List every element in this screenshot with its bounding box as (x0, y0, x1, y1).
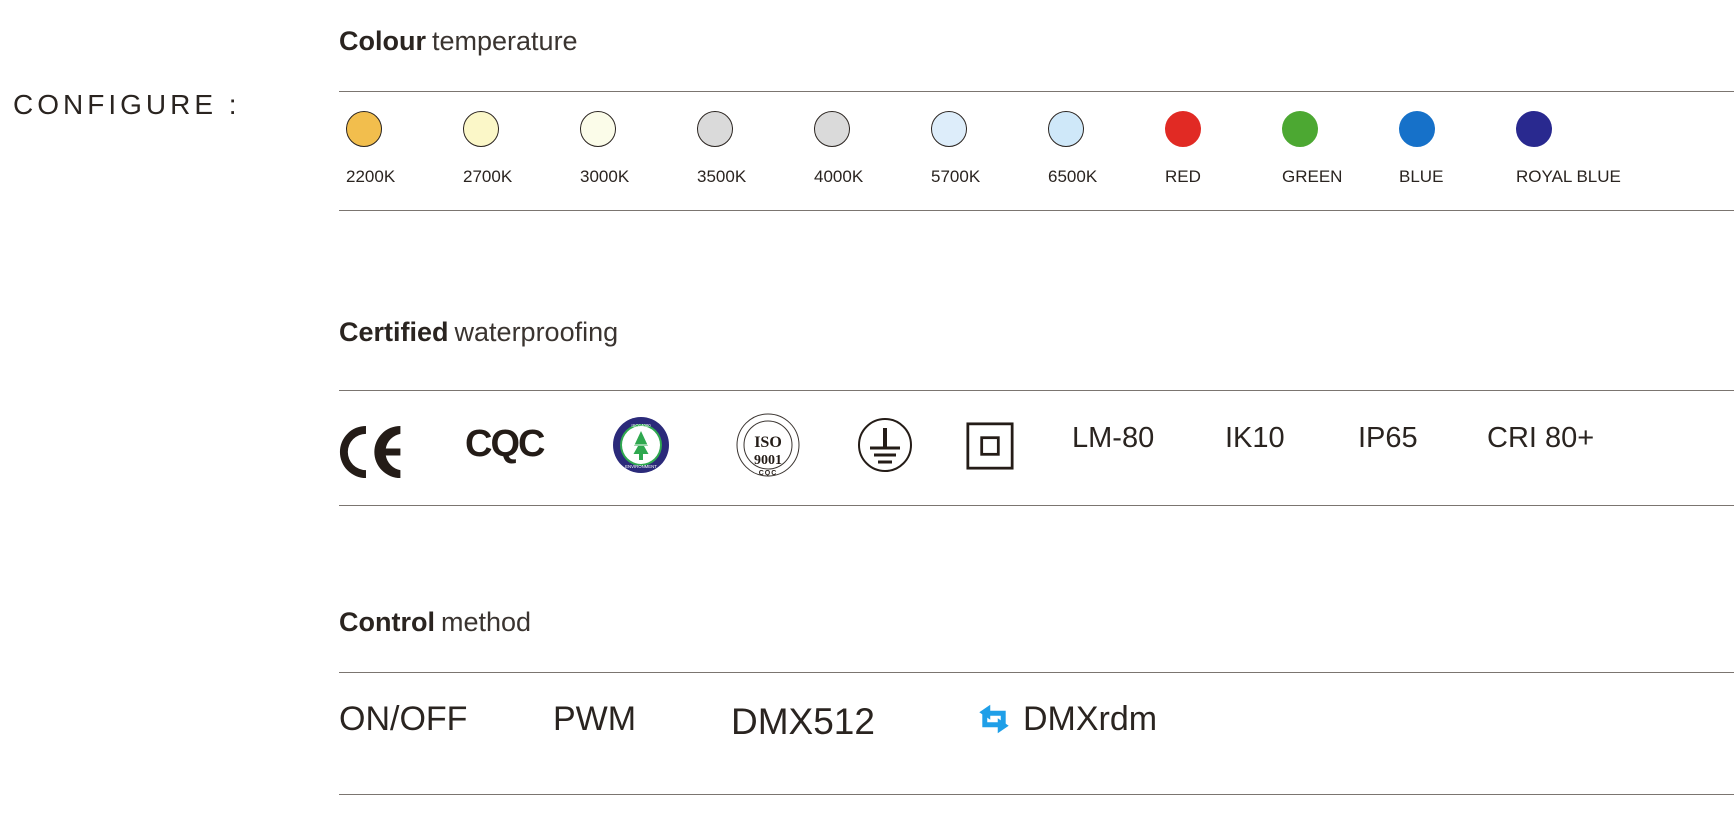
svg-text:ENVIRONMENT: ENVIRONMENT (625, 464, 657, 469)
svg-text:9001: 9001 (754, 453, 782, 468)
svg-text:ISO14000: ISO14000 (631, 423, 651, 428)
svg-text:CQC: CQC (759, 470, 778, 477)
svg-text:ISO: ISO (754, 434, 782, 451)
